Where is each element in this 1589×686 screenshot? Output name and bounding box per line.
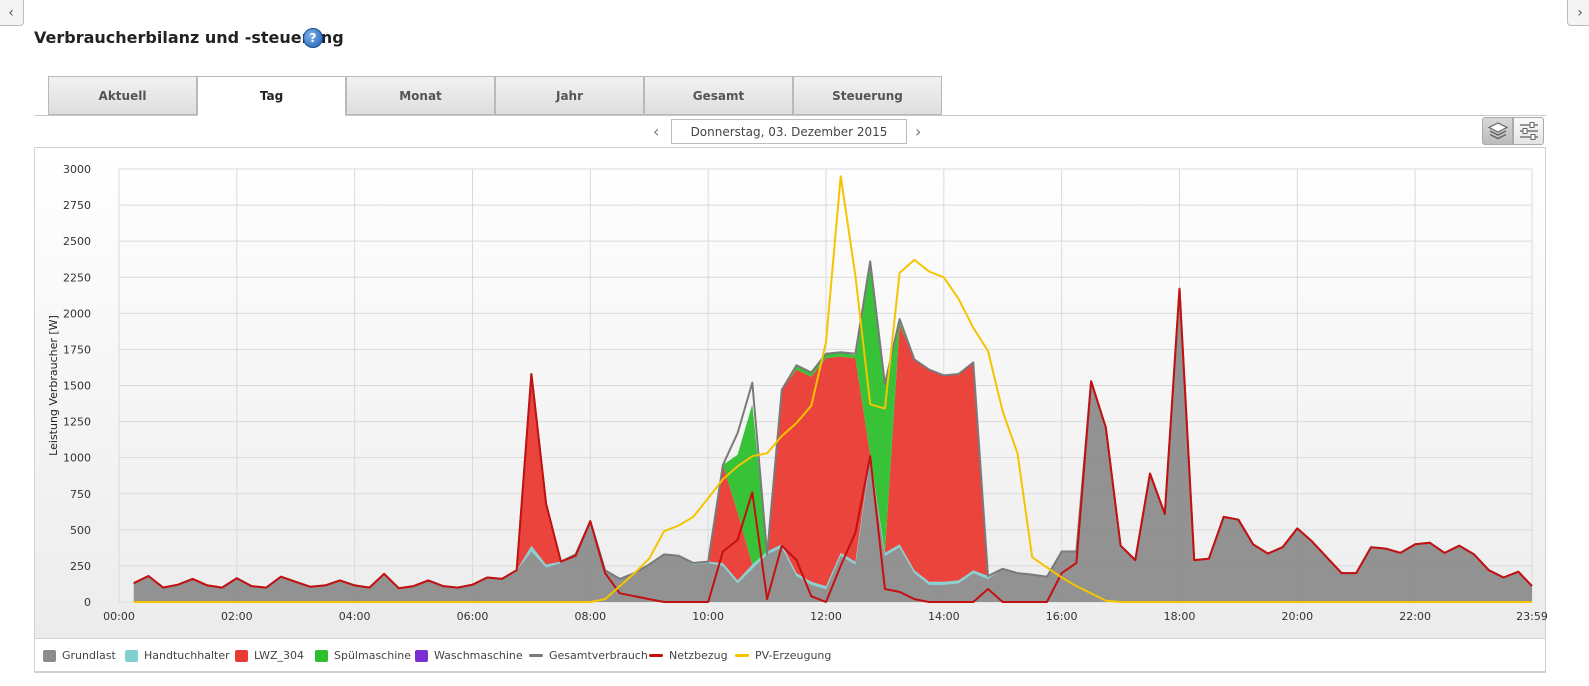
x-tick-label: 23:59 xyxy=(1516,610,1547,623)
legend-swatch xyxy=(735,654,749,657)
y-axis-title: Leistung Verbraucher [W] xyxy=(47,315,60,456)
y-tick-label: 2750 xyxy=(63,199,91,212)
y-tick-label: 3000 xyxy=(63,163,91,176)
chart-legend: Grundlast Handtuchhalter LWZ_304 Spülmaschi… xyxy=(34,639,1546,672)
legend-swatch xyxy=(315,649,328,662)
legend-label: Waschmaschine xyxy=(434,649,523,662)
legend-label: LWZ_304 xyxy=(254,649,305,662)
x-tick-label: 06:00 xyxy=(457,610,489,623)
x-tick-label: 02:00 xyxy=(221,610,253,623)
nav-back-icon[interactable]: ‹ xyxy=(0,0,24,26)
nav-forward-icon[interactable]: › xyxy=(1567,0,1589,26)
tab-jahr[interactable]: Jahr xyxy=(495,76,644,115)
legend-label: Gesamtverbrauch xyxy=(549,649,648,662)
page-title: Verbraucherbilanz und -steuerung xyxy=(34,28,344,47)
y-tick-label: 1000 xyxy=(63,452,91,465)
consumption-chart[interactable]: 0 250 500 750 1000 1250 1500 1750 2000 2250 2500 27… xyxy=(35,148,1547,640)
tab-aktuell[interactable]: Aktuell xyxy=(48,76,197,115)
chart-panel: 0 250 500 750 1000 1250 1500 1750 2000 2250 2500 27… xyxy=(34,147,1547,640)
line-pv-erzeugung xyxy=(133,175,1532,603)
x-tick-label: 12:00 xyxy=(810,610,842,623)
x-tick-label: 04:00 xyxy=(339,610,371,623)
x-tick-label: 08:00 xyxy=(574,610,606,623)
x-tick-label: 16:00 xyxy=(1046,610,1078,623)
y-tick-label: 250 xyxy=(70,560,91,573)
legend-item-gesamtverbrauch[interactable]: Gesamtverbrauch xyxy=(529,649,648,662)
x-tick-label: 22:00 xyxy=(1399,610,1431,623)
y-tick-label: 0 xyxy=(84,596,91,609)
tab-monat[interactable]: Monat xyxy=(346,76,495,115)
y-tick-label: 2500 xyxy=(63,235,91,248)
line-netzbezug xyxy=(133,287,1533,603)
area-lwz-304 xyxy=(133,288,1533,589)
date-field[interactable]: Donnerstag, 03. Dezember 2015 xyxy=(671,119,907,144)
area-grundlast xyxy=(133,288,1533,602)
x-tick-label: 18:00 xyxy=(1164,610,1196,623)
legend-item-netzbezug[interactable]: Netzbezug xyxy=(649,649,728,662)
legend-swatch xyxy=(649,654,663,657)
x-tick-label: 00:00 xyxy=(103,610,135,623)
y-tick-label: 750 xyxy=(70,488,91,501)
legend-item-grundlast[interactable]: Grundlast xyxy=(43,649,116,662)
x-tick-label: 10:00 xyxy=(692,610,724,623)
stacked-view-button[interactable] xyxy=(1482,117,1513,145)
help-icon[interactable]: ? xyxy=(303,28,323,48)
legend-label: Netzbezug xyxy=(669,649,728,662)
legend-swatch xyxy=(529,654,543,657)
legend-item-pv-erzeugung[interactable]: PV-Erzeugung xyxy=(735,649,831,662)
y-tick-label: 1500 xyxy=(63,380,91,393)
y-tick-label: 500 xyxy=(70,524,91,537)
legend-swatch xyxy=(415,649,428,662)
legend-swatch xyxy=(125,649,138,662)
legend-item-lwz-304[interactable]: LWZ_304 xyxy=(235,649,304,662)
tab-baseline xyxy=(34,115,1546,116)
date-prev-icon[interactable]: ‹ xyxy=(653,122,660,141)
legend-label: Handtuchhalter xyxy=(144,649,230,662)
panel-bottom-border xyxy=(34,672,1546,673)
legend-label: Spülmaschine xyxy=(334,649,411,662)
legend-item-sp-lmaschine[interactable]: Spülmaschine xyxy=(315,649,411,662)
legend-item-waschmaschine[interactable]: Waschmaschine xyxy=(415,649,523,662)
lines-view-button[interactable] xyxy=(1513,117,1544,145)
legend-swatch xyxy=(43,649,56,662)
y-tick-label: 2000 xyxy=(63,307,91,320)
legend-item-handtuchhalter[interactable]: Handtuchhalter xyxy=(125,649,230,662)
legend-label: PV-Erzeugung xyxy=(755,649,832,662)
tab-steuerung[interactable]: Steuerung xyxy=(793,76,942,115)
y-tick-label: 1750 xyxy=(63,343,91,356)
tab-gesamt[interactable]: Gesamt xyxy=(644,76,793,115)
tab-tag[interactable]: Tag xyxy=(197,76,346,116)
legend-swatch xyxy=(235,649,248,662)
y-tick-label: 2250 xyxy=(63,271,91,284)
x-tick-label: 14:00 xyxy=(928,610,960,623)
y-tick-label: 1250 xyxy=(63,416,91,429)
x-tick-label: 20:00 xyxy=(1281,610,1313,623)
sliders-icon xyxy=(1519,122,1538,140)
legend-label: Grundlast xyxy=(62,649,116,662)
date-next-icon[interactable]: › xyxy=(915,122,922,141)
layers-icon xyxy=(1487,122,1508,140)
